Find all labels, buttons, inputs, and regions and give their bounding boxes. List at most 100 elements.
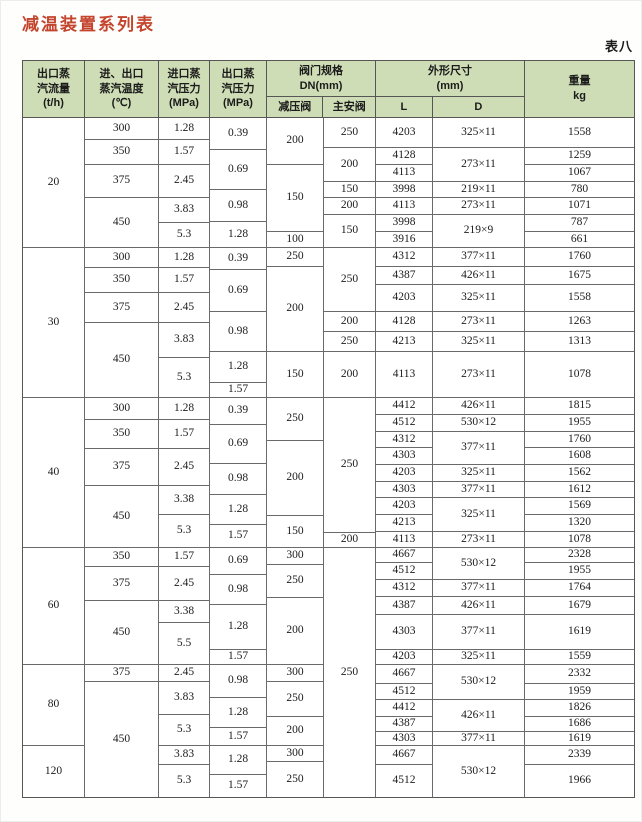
table-cell-weight: 1955 <box>525 563 634 580</box>
table-cell-L: 4512 <box>376 563 432 580</box>
header-outlet-steam-flow: 出口蒸 汽流量 (t/h) <box>23 61 85 117</box>
table-number-label: 表八 <box>604 39 633 54</box>
table-cell-zhuan: 200 <box>324 148 375 182</box>
table-cell-D: 377×11 <box>433 248 524 267</box>
table-cell-L: 4312 <box>376 432 432 448</box>
table-cell-pin: 1.28 <box>159 118 209 140</box>
table-cell-pout: 0.69 <box>210 150 266 190</box>
table-cell-L: 4387 <box>376 717 432 732</box>
column-pout: 0.39 0.69 0.98 1.28 0.39 0.69 0.98 1.28 1.57 0.39… <box>210 118 267 797</box>
table-cell-pin: 2.45 <box>159 567 209 601</box>
table-cell-D: 530×12 <box>433 548 524 580</box>
table-cell-pout: 1.28 <box>210 698 266 728</box>
table-cell-weight: 1760 <box>525 432 634 448</box>
table-cell-D: 530×12 <box>433 415 524 432</box>
table-cell-temp: 300 <box>85 398 158 420</box>
table-cell-pout: 1.28 <box>210 222 266 248</box>
table-cell-zhuan: 250 <box>324 332 375 352</box>
column-temp: 300 350 375 450 300 350 375 450 300 350 375 450 350 3… <box>85 118 159 797</box>
column-pin: 1.28 1.57 2.45 3.83 5.3 1.28 1.57 2.45 3.83 5.3 1.… <box>159 118 210 797</box>
table-cell-pin: 5.5 <box>159 623 209 665</box>
table-cell-pin: 1.28 <box>159 248 209 268</box>
table-cell-L: 3998 <box>376 215 432 232</box>
table-cell-zhuan: 250 <box>324 398 375 533</box>
header-dims-subrow: L D <box>376 97 524 117</box>
table-cell-D: 273×11 <box>433 352 524 398</box>
table-cell-pin: 3.83 <box>159 746 209 765</box>
table-cell-D: 325×11 <box>433 118 524 148</box>
table-cell-temp: 350 <box>85 548 158 567</box>
table-cell-L: 4203 <box>376 118 432 148</box>
table-cell-D: 426×11 <box>433 597 524 615</box>
table-cell-zhuan: 150 <box>324 215 375 248</box>
table-cell-weight: 1078 <box>525 352 634 398</box>
table-cell-weight: 1320 <box>525 515 634 532</box>
table-cell-weight: 1815 <box>525 398 634 415</box>
table-cell-jianya: 100 <box>267 232 323 248</box>
table-cell-D: 273×11 <box>433 198 524 215</box>
table-cell-L: 4128 <box>376 148 432 165</box>
table-cell-D: 219×9 <box>433 215 524 248</box>
table-cell-weight: 1686 <box>525 717 634 732</box>
table-cell-weight: 2339 <box>525 746 634 765</box>
table-cell-L: 4303 <box>376 448 432 465</box>
table-cell-jianya: 300 <box>267 746 323 762</box>
table-cell-pin: 3.38 <box>159 486 209 515</box>
table-cell-D: 325×11 <box>433 285 524 312</box>
table-cell-weight: 787 <box>525 215 634 232</box>
table-cell-jianya: 250 <box>267 398 323 441</box>
table-cell-zhuan: 200 <box>324 198 375 215</box>
table-cell-weight: 1313 <box>525 332 634 352</box>
table-cell-flow: 80 <box>23 665 84 746</box>
table-cell-jianya: 200 <box>267 267 323 352</box>
table-cell-temp: 350 <box>85 268 158 293</box>
table-cell-pout: 0.69 <box>210 270 266 312</box>
table-cell-jianya: 300 <box>267 548 323 565</box>
table-cell-D: 377×11 <box>433 580 524 597</box>
table-cell-L: 4303 <box>376 732 432 746</box>
table-cell-D: 377×11 <box>433 615 524 650</box>
table-cell-pin: 5.3 <box>176 774 192 787</box>
table-cell-zhuan: 200 <box>324 312 375 332</box>
header-dim-D: D <box>474 100 483 113</box>
table-cell-L: 4512 <box>392 774 416 787</box>
table-cell-zhuan: 200 <box>324 352 375 398</box>
table-cell-flow: 120 <box>44 764 63 777</box>
table-cell-L: 4203 <box>376 498 432 515</box>
table-cell-D: 530×12 <box>460 764 497 777</box>
table-cell-D: 273×11 <box>433 532 524 548</box>
table-cell-pout: 1.57 <box>210 525 266 548</box>
table-cell-L: 4113 <box>376 352 432 398</box>
table-cell-jianya: 250 <box>267 565 323 598</box>
table-cell-L: 4387 <box>376 267 432 285</box>
table-cell-weight: 2328 <box>525 548 634 563</box>
table-cell-flow: 20 <box>23 118 84 248</box>
table-cell-weight: 1966 <box>568 774 591 787</box>
table-cell-L: 4213 <box>376 332 432 352</box>
table-cell-pout: 0.39 <box>210 118 266 150</box>
table-cell-D: 325×11 <box>433 465 524 482</box>
table-cell-pin: 1.57 <box>159 548 209 567</box>
table-cell-pin: 1.57 <box>159 268 209 293</box>
table-cell-flow: 40 <box>23 398 84 548</box>
table-cell-zhuan: 150 <box>324 182 375 198</box>
table-cell-temp: 375 <box>85 449 158 486</box>
table-cell-temp: 450 <box>85 601 158 665</box>
table-cell-pout: 1.57 <box>210 650 266 665</box>
column-weight: 1558 1259 1067 780 1071 787 661 1760 1675 1558 126… <box>525 118 634 797</box>
table-cell-weight: 1619 <box>525 615 634 650</box>
header-outline-dims-title: 外形尺寸 (mm) <box>376 61 524 97</box>
table-cell-weight: 1558 <box>525 118 634 148</box>
table-cell-temp: 300 <box>85 118 158 140</box>
table-cell-pin: 2.45 <box>159 665 209 682</box>
table-cell-weight: 1764 <box>525 580 634 597</box>
table-cell-jianya: 200 <box>267 598 323 665</box>
table-cell-zhuan: 250 <box>324 248 375 312</box>
table-cell-L: 4128 <box>376 312 432 332</box>
table-cell-L: 4312 <box>376 248 432 267</box>
table-cell-zhuan: 200 <box>324 533 375 548</box>
table-cell-weight: 1959 <box>525 684 634 700</box>
table-cell-D: 377×11 <box>433 732 524 746</box>
series-data-table: 出口蒸 汽流量 (t/h) 进、出口 蒸汽温度 (℃) 进口蒸 汽压力 (MPa… <box>22 60 635 798</box>
table-cell-weight: 1071 <box>525 198 634 215</box>
